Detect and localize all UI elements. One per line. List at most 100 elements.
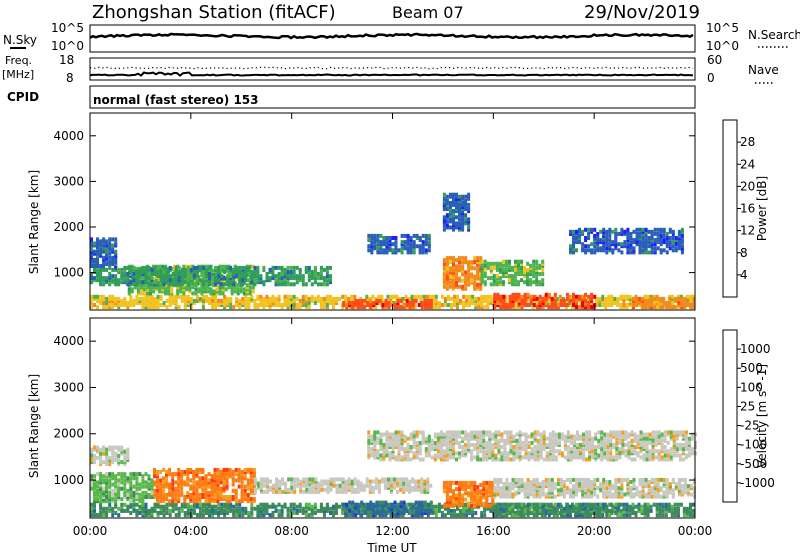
heatmap-cell — [646, 513, 650, 518]
heatmap-cell — [449, 209, 452, 214]
heatmap-cell — [464, 205, 468, 209]
heatmap-cell — [445, 194, 449, 199]
heatmap-cell — [431, 296, 435, 301]
heatmap-cell — [292, 294, 296, 299]
heatmap-cell — [553, 482, 557, 487]
nsky-label: N.Sky — [3, 33, 37, 47]
heatmap-cell — [240, 490, 244, 495]
heatmap-cell — [676, 502, 680, 507]
heatmap-cell — [180, 274, 184, 279]
heatmap-cell — [538, 272, 542, 276]
heatmap-cell — [126, 278, 130, 283]
heatmap-cell — [418, 445, 422, 449]
heatmap-cell — [409, 457, 413, 462]
heatmap-cell — [502, 482, 506, 487]
heatmap-cell — [167, 285, 171, 290]
heatmap-cell — [543, 502, 547, 507]
heatmap-cell — [400, 246, 404, 251]
heatmap-cell — [449, 489, 452, 494]
heatmap-cell — [150, 267, 154, 272]
heatmap-cell — [491, 480, 495, 485]
heatmap-cell — [455, 200, 458, 205]
heatmap-cell — [247, 296, 251, 301]
heatmap-cell — [631, 511, 635, 515]
heatmap-cell — [262, 477, 266, 482]
heatmap-cell — [141, 478, 145, 483]
heatmap-cell — [220, 298, 224, 303]
heatmap-cell — [409, 436, 413, 441]
heatmap-cell — [325, 278, 329, 283]
heatmap-cell — [329, 294, 332, 299]
heatmap-cell — [90, 476, 93, 481]
heatmap-cell — [382, 451, 386, 456]
heatmap-cell — [259, 502, 263, 507]
heatmap-cell — [514, 292, 518, 297]
heatmap-cell — [295, 280, 299, 285]
heatmap-cell — [496, 296, 500, 301]
heatmap-cell — [286, 301, 290, 305]
heatmap-cell — [150, 278, 154, 283]
heatmap-cell — [223, 511, 227, 515]
heatmap-cell — [661, 502, 665, 507]
heatmap-cell — [329, 298, 332, 303]
heatmap-cell — [628, 506, 632, 511]
heatmap-cell — [168, 265, 172, 270]
heatmap-cell — [390, 477, 393, 482]
heatmap-cell — [455, 497, 458, 502]
heatmap-cell — [262, 508, 266, 513]
heatmap-cell — [144, 513, 148, 518]
heatmap-cell — [117, 460, 121, 465]
heatmap-cell — [650, 490, 654, 495]
heatmap-cell — [394, 436, 398, 441]
heatmap-cell — [421, 246, 425, 251]
heatmap-cell — [640, 511, 644, 515]
heatmap-cell — [292, 274, 296, 279]
heatmap-cell — [314, 479, 318, 484]
heatmap-cell — [114, 453, 118, 458]
heatmap-cell — [405, 487, 409, 492]
heatmap-cell — [409, 236, 413, 240]
heatmap-cell — [147, 294, 151, 299]
heatmap-cell — [538, 301, 542, 305]
heatmap-cell — [102, 445, 106, 450]
heatmap-cell — [394, 244, 398, 249]
heatmap-cell — [319, 282, 323, 287]
heatmap-cell — [453, 303, 456, 307]
heatmap-cell — [611, 484, 615, 489]
heatmap-cell — [174, 301, 178, 305]
heatmap-cell — [555, 508, 559, 513]
heatmap-cell — [212, 289, 216, 294]
heatmap-cell — [520, 480, 524, 484]
heatmap-cell — [246, 467, 250, 472]
heatmap-cell — [581, 494, 585, 499]
heatmap-cell — [156, 513, 160, 518]
heatmap-cell — [195, 488, 199, 493]
heatmap-cell — [108, 282, 112, 287]
heatmap-cell — [211, 305, 214, 310]
heatmap-cell — [386, 298, 390, 303]
heatmap-cell — [502, 301, 506, 305]
heatmap-cell — [415, 432, 419, 437]
heatmap-cell — [602, 477, 606, 482]
heatmap-cell — [96, 272, 99, 276]
heatmap-cell — [198, 467, 202, 472]
heatmap-cell — [382, 236, 386, 240]
heatmap-cell — [538, 488, 542, 493]
heatmap-cell — [493, 486, 497, 491]
nsky-trace — [89, 32, 694, 40]
heatmap-cell — [211, 303, 214, 307]
heatmap-cell — [575, 294, 578, 299]
heatmap-cell — [99, 474, 103, 479]
heatmap-cell — [569, 246, 572, 251]
heatmap-cell — [415, 440, 419, 445]
heatmap-cell — [452, 499, 455, 504]
heatmap-cell — [461, 268, 465, 273]
heatmap-cell — [201, 488, 205, 493]
heatmap-cell — [111, 243, 115, 248]
heatmap-cell — [229, 280, 233, 285]
heatmap-cell — [238, 270, 242, 274]
heatmap-cell — [182, 264, 186, 269]
heatmap-cell — [341, 508, 345, 513]
heatmap-cell — [219, 495, 223, 499]
heatmap-cell — [449, 480, 452, 485]
